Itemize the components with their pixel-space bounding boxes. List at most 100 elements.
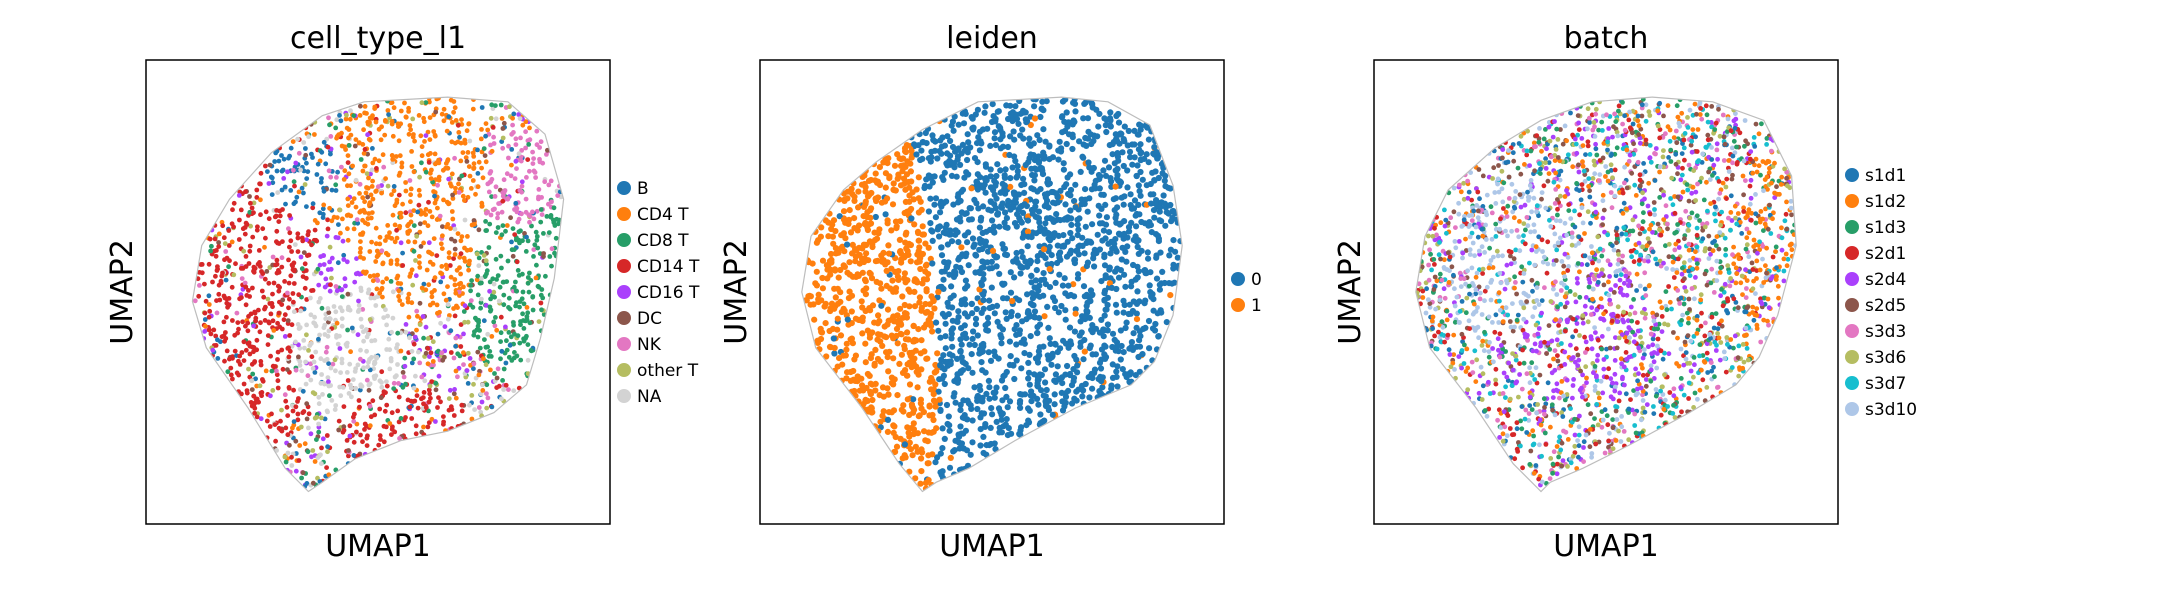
scatter-point [206,327,212,333]
scatter-point [929,132,936,139]
scatter-point [969,369,976,376]
scatter-point [410,116,416,122]
scatter-point [549,263,554,269]
scatter-point [440,233,445,239]
scatter-point [449,236,454,242]
scatter-point [425,152,431,158]
scatter-point [932,195,940,202]
scatter-point [457,293,462,298]
scatter-point [304,322,309,328]
scatter-point [1100,333,1107,340]
scatter-point [819,257,827,264]
legend-label: CD16 T [637,283,700,303]
scatter-point [396,381,401,386]
scatter-point [397,436,402,441]
scatter-point [1153,254,1160,261]
scatter-point [475,171,481,176]
scatter-point [911,141,918,148]
legend: 01 [1231,270,1262,316]
scatter-point [1038,165,1045,172]
scatter-point [497,284,503,290]
scatter-point [367,273,373,279]
scatter-point [1050,294,1057,301]
scatter-point [308,377,314,383]
scatter-point [372,156,378,162]
scatter-point [980,264,987,271]
scatter-point [893,223,900,230]
scatter-point [268,353,273,359]
scatter-point [1101,254,1108,261]
scatter-point [426,399,432,405]
scatter-point [979,229,986,237]
scatter-point [295,411,301,417]
scatter-point [1045,181,1052,188]
scatter-point [379,369,385,375]
scatter-point [548,178,554,184]
scatter-point [294,194,300,200]
scatter-point [976,147,984,154]
scatter-point [484,382,490,388]
scatter-point [403,329,409,335]
scatter-point [1102,235,1109,242]
scatter-point [1103,306,1110,313]
scatter-point [1146,282,1153,289]
scatter-point [959,186,967,193]
scatter-point [859,304,866,311]
scatter-point [215,356,221,361]
scatter-point [275,240,280,246]
scatter-point [469,393,475,398]
scatter-point [287,333,293,338]
scatter-point [461,255,467,261]
scatter-point [379,285,385,291]
scatter-point [422,139,427,144]
scatter-point [487,288,492,294]
scatter-point [1101,312,1108,319]
scatter-point [1049,411,1056,418]
scatter-point [826,258,834,265]
scatter-point [874,336,881,343]
scatter-point [921,324,928,331]
scatter-point [1153,275,1161,282]
scatter-point [479,126,484,132]
scatter-point [316,299,322,305]
scatter-point [1055,156,1062,163]
scatter-point [471,381,476,387]
scatter-point [455,139,461,145]
scatter-point [277,213,283,219]
scatter-point [918,455,925,462]
scatter-point [909,403,916,410]
scatter-point [984,327,992,334]
scatter-point [462,198,467,203]
scatter-point [498,314,504,320]
scatter-point [1130,330,1137,337]
scatter-point [1003,315,1010,322]
scatter-point [976,246,983,253]
scatter-point [506,295,512,301]
scatter-point [525,357,531,363]
scatter-point [306,348,311,353]
scatter-point [1036,321,1044,328]
scatter-point [1019,126,1026,133]
scatter-point [236,326,241,332]
scatter-point [512,331,517,337]
scatter-point [522,231,527,236]
scatter-point [441,421,446,427]
scatter-point [269,192,275,198]
scatter-point [911,221,918,228]
scatter-point [371,374,377,379]
scatter-point [868,189,875,197]
scatter-point [480,175,486,181]
scatter-point [208,248,214,254]
scatter-point [1096,359,1104,366]
scatter-point [899,369,907,376]
scatter-point [1135,201,1142,208]
scatter-point [263,163,268,169]
scatter-point [456,130,462,135]
scatter-point [1061,242,1068,249]
scatter-point [282,279,287,284]
scatter-point [468,247,473,253]
scatter-point [391,188,397,194]
scatter-point [388,279,394,284]
scatter-point [368,295,374,301]
scatter-point [935,327,942,334]
